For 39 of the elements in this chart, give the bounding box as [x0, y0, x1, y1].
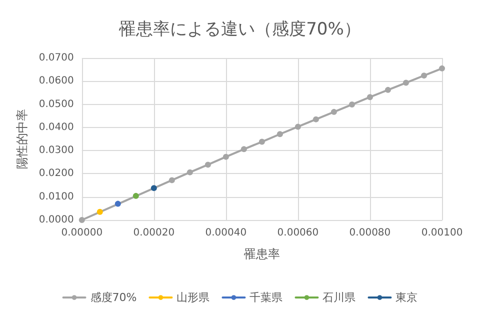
x-tick-label: 0.00060 — [277, 228, 319, 238]
point — [276, 131, 283, 138]
y-tick-label: 0.0200 — [38, 168, 74, 180]
legend-label: 山形県 — [176, 291, 210, 304]
y-tick-label: 0.0500 — [38, 98, 74, 110]
x-tick-label: 0.00100 — [421, 228, 463, 238]
point — [240, 146, 247, 152]
point — [222, 154, 229, 160]
point — [258, 138, 265, 145]
y-tick-label: 0.0000 — [38, 214, 74, 226]
x-tick-label: 0.00080 — [349, 228, 391, 238]
point — [168, 177, 175, 184]
point — [78, 217, 85, 223]
y-tick-label: 0.0400 — [38, 122, 74, 133]
chart-title: 罹患率による違い（感度70%） — [118, 20, 361, 40]
legend-label: 千葉県 — [250, 291, 283, 304]
point — [439, 65, 445, 72]
point — [330, 108, 337, 115]
legend-label: 東京 — [396, 291, 418, 304]
point — [402, 80, 409, 86]
y-axis-title: 陽性的中率 — [15, 109, 29, 169]
y-tick-label: 0.0100 — [38, 191, 74, 202]
y-tick-label: 0.0700 — [38, 52, 74, 64]
legend-label: 感度70% — [90, 291, 137, 304]
point — [384, 86, 391, 93]
y-tick-label: 0.0600 — [38, 76, 74, 87]
point — [421, 72, 427, 79]
point — [366, 94, 373, 100]
x-tick-label: 0.00000 — [61, 228, 103, 238]
legend-label: 石川県 — [322, 291, 356, 304]
x-tick-label: 0.00020 — [133, 228, 175, 238]
y-tick-label: 0.0300 — [38, 145, 74, 156]
point — [348, 102, 355, 108]
point — [186, 169, 193, 176]
point — [312, 116, 319, 122]
x-tick-label: 0.00040 — [205, 228, 247, 238]
point — [294, 124, 301, 130]
x-axis-title: 罹患率 — [242, 247, 280, 261]
point — [204, 162, 211, 168]
